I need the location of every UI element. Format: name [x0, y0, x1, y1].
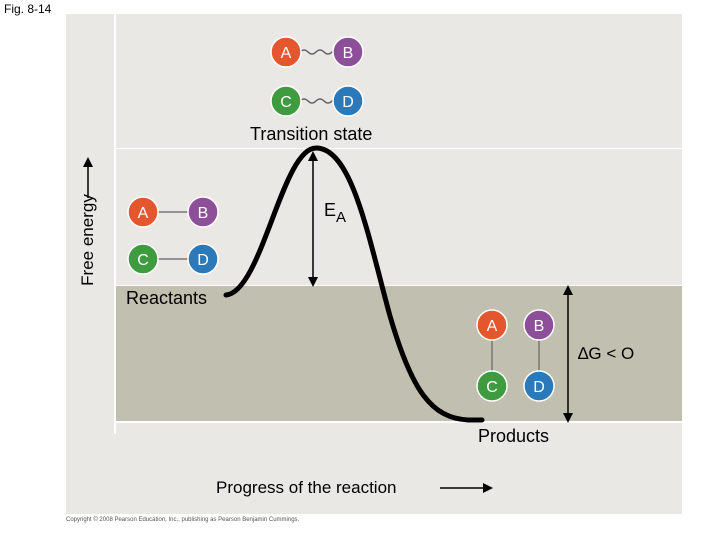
svg-text:A: A	[281, 45, 292, 62]
product-atom-a: A	[476, 309, 508, 341]
y-axis	[114, 14, 116, 434]
products-label: Products	[478, 426, 550, 446]
figure-label: Fig. 8-14	[4, 2, 52, 16]
svg-text:A: A	[138, 205, 149, 222]
svg-text:D: D	[533, 379, 545, 396]
transition-atom-b: B	[332, 36, 364, 68]
products-energy-band	[116, 285, 682, 421]
svg-text:B: B	[343, 45, 354, 62]
transition-atom-c: C	[270, 85, 302, 117]
product-atom-c: C	[476, 370, 508, 402]
activation-energy-subscript: A	[336, 209, 347, 226]
gridline	[116, 285, 682, 286]
gridline	[116, 148, 682, 149]
energy-curve	[223, 145, 485, 423]
svg-text:B: B	[534, 318, 545, 335]
reactant-atom-b: B	[187, 196, 219, 228]
transition-state-label: Transition state	[250, 124, 373, 144]
x-axis-label: Progress of the reaction	[216, 478, 397, 497]
product-atom-b: B	[523, 309, 555, 341]
reactant-atom-a: A	[127, 196, 159, 228]
svg-text:C: C	[280, 94, 292, 111]
product-atom-d: D	[523, 370, 555, 402]
transition-atom-d: D	[332, 85, 364, 117]
svg-text:D: D	[342, 94, 354, 111]
svg-text:B: B	[198, 205, 209, 222]
delta-g-label: ∆G < O	[578, 344, 635, 363]
activation-energy-symbol: E	[324, 200, 337, 220]
svg-text:A: A	[487, 318, 498, 335]
svg-text:C: C	[137, 252, 149, 269]
reactant-atom-d: D	[187, 243, 219, 275]
svg-text:D: D	[197, 252, 209, 269]
activation-energy-label: EA	[324, 200, 346, 226]
copyright-notice: Copyright © 2008 Pearson Education, Inc.…	[66, 517, 300, 523]
transition-atom-a: A	[270, 36, 302, 68]
reactants-label: Reactants	[126, 288, 208, 308]
reactant-atom-c: C	[127, 243, 159, 275]
svg-text:C: C	[486, 379, 498, 396]
x-axis	[114, 421, 682, 423]
